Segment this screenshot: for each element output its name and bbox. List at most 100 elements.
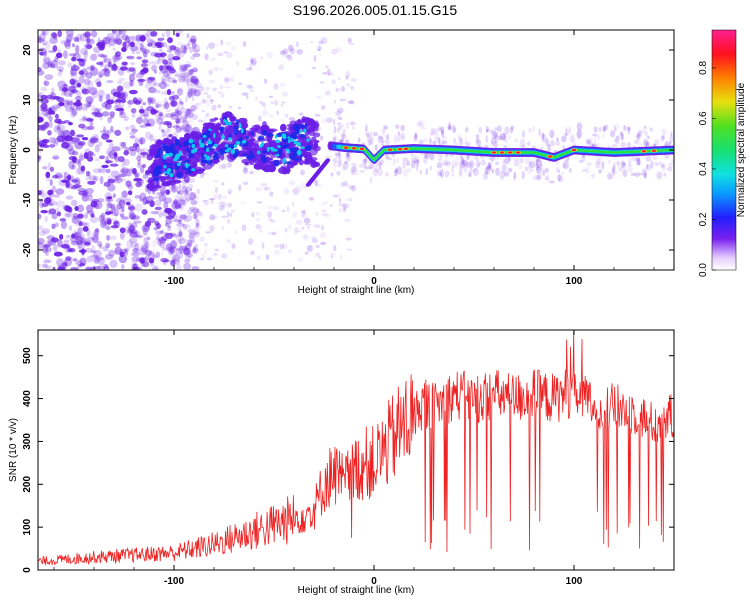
- faint-blob: [340, 181, 345, 188]
- faint-blob: [208, 42, 216, 49]
- ridge-halo-blob: [451, 173, 455, 177]
- faint-blob: [224, 51, 228, 54]
- ridge-halo-blob: [545, 175, 550, 182]
- cluster-blob: [307, 126, 313, 132]
- ridge-halo-blob: [524, 166, 529, 172]
- faint-blob: [209, 99, 215, 102]
- ridge-halo-blob: [588, 140, 593, 148]
- cluster-blob: [226, 153, 233, 159]
- faint-blob: [321, 118, 328, 124]
- cluster-hotspot: [274, 134, 278, 139]
- cluster-blob: [211, 127, 219, 134]
- noise-blob: [164, 101, 170, 110]
- noise-blob: [107, 116, 112, 124]
- ridge-halo-blob: [385, 133, 390, 139]
- faint-blob: [284, 54, 291, 59]
- noise-blob: [41, 30, 49, 36]
- faint-blob: [196, 208, 200, 215]
- noise-blob-strong: [103, 265, 110, 270]
- ridge-halo-blob: [538, 128, 541, 137]
- ridge-halo-blob: [451, 166, 454, 173]
- noise-blob: [194, 243, 199, 252]
- noise-blob: [108, 235, 117, 241]
- faint-blob: [204, 243, 208, 246]
- ridge-halo-blob: [451, 125, 456, 133]
- noise-blob: [74, 96, 82, 101]
- noise-blob: [153, 69, 158, 74]
- faint-blob: [281, 101, 286, 104]
- noise-blob: [121, 190, 128, 199]
- snr-y-tick-label: 200: [22, 476, 33, 493]
- ridge-halo-blob: [491, 168, 495, 174]
- ridge-halo-blob: [611, 170, 618, 174]
- faint-blob: [162, 247, 168, 251]
- cluster-core: [200, 156, 206, 163]
- noise-blob: [97, 53, 105, 58]
- faint-blob: [248, 85, 254, 90]
- ridge-peak-red: [403, 147, 409, 150]
- faint-blob: [210, 98, 214, 105]
- noise-blob: [83, 50, 88, 59]
- noise-blob: [65, 39, 72, 44]
- noise-blob: [185, 111, 194, 118]
- noise-blob: [172, 234, 179, 238]
- faint-blob: [197, 119, 205, 123]
- ridge-halo-blob: [580, 156, 586, 162]
- noise-blob: [103, 55, 107, 64]
- faint-blob: [193, 230, 201, 238]
- colorbar-tick-label: 0.4: [698, 162, 709, 176]
- noise-blob-strong: [148, 76, 156, 81]
- ridge-halo-blob: [346, 152, 350, 156]
- ridge-halo-blob: [502, 159, 506, 164]
- noise-blob-strong: [121, 61, 128, 66]
- ridge-halo-blob: [659, 164, 665, 168]
- faint-blob: [194, 104, 199, 110]
- faint-blob: [226, 51, 233, 59]
- noise-blob: [109, 259, 118, 269]
- faint-blob: [308, 196, 315, 201]
- faint-blob: [156, 102, 159, 109]
- faint-blob: [314, 114, 321, 117]
- noise-blob: [38, 37, 45, 43]
- noise-blob: [46, 59, 54, 68]
- faint-blob: [246, 84, 252, 89]
- noise-blob: [44, 56, 51, 64]
- noise-blob: [188, 236, 196, 244]
- cluster-hotspot: [259, 144, 263, 148]
- noise-blob-strong: [68, 248, 73, 253]
- noise-blob: [190, 88, 198, 94]
- faint-blob: [261, 242, 265, 249]
- ridge-halo-blob: [410, 160, 416, 169]
- noise-blob-strong: [109, 111, 115, 117]
- ridge-halo-blob: [442, 161, 449, 166]
- ridge-halo-blob: [462, 159, 468, 167]
- noise-blob: [186, 79, 190, 87]
- ridge-halo-blob: [565, 128, 570, 135]
- faint-blob: [268, 191, 273, 196]
- noise-blob-strong: [105, 139, 113, 143]
- noise-blob: [139, 47, 147, 52]
- faint-blob: [317, 48, 321, 52]
- faint-blob: [320, 241, 324, 245]
- faint-blob: [162, 238, 169, 241]
- faint-blob: [287, 44, 294, 52]
- noise-blob: [149, 134, 154, 142]
- faint-blob: [350, 169, 356, 175]
- cluster-hotspot: [296, 150, 302, 156]
- ridge-halo-blob: [601, 161, 605, 170]
- noise-blob: [38, 155, 41, 163]
- noise-blob-strong: [59, 233, 64, 240]
- faint-blob: [246, 67, 253, 71]
- noise-blob: [78, 154, 85, 161]
- cluster-blob: [303, 153, 309, 159]
- ridge-halo-blob: [495, 161, 500, 166]
- noise-blob: [170, 239, 178, 249]
- noise-blob: [133, 263, 138, 267]
- noise-blob: [118, 77, 126, 82]
- ridge-halo-blob: [519, 157, 524, 164]
- faint-blob: [240, 201, 246, 204]
- faint-blob: [224, 86, 231, 89]
- noise-blob-strong: [57, 266, 66, 270]
- noise-blob: [106, 202, 113, 209]
